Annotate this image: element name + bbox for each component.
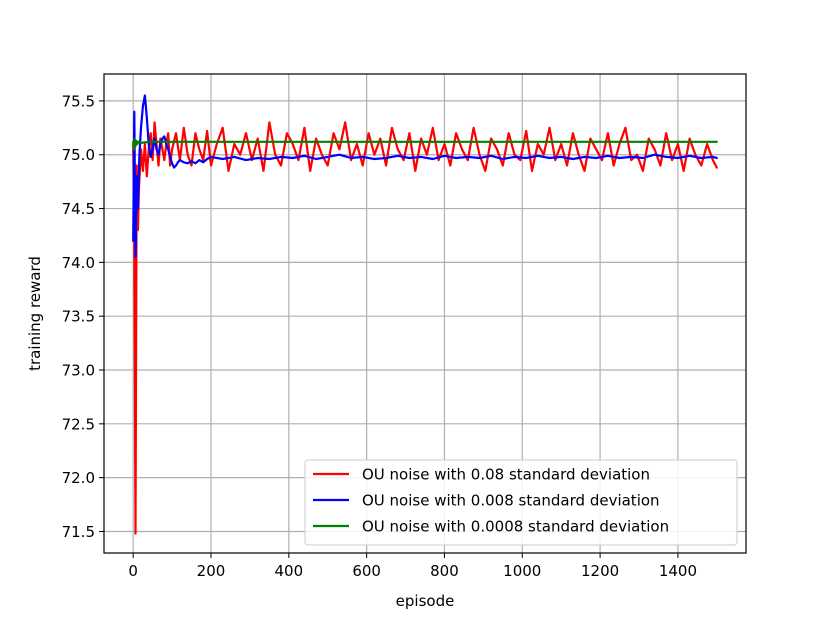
y-tick-label: 74.5 [62, 200, 95, 218]
y-tick-label: 73.0 [62, 362, 95, 380]
legend: OU noise with 0.08 standard deviation OU … [304, 459, 738, 546]
y-tick-label: 72.5 [62, 415, 95, 433]
legend-box [304, 459, 738, 546]
x-tick-label: 0 [128, 562, 138, 580]
x-axis-label: episode [396, 592, 455, 610]
series-line-1 [132, 94, 718, 259]
y-tick-label: 75.0 [62, 146, 95, 164]
series-layer [132, 94, 718, 535]
x-tick-label: 800 [430, 562, 459, 580]
x-tick-label: 1200 [581, 562, 619, 580]
legend-label-2: OU noise with 0.0008 standard deviation [362, 518, 669, 536]
y-tick-label: 73.5 [62, 308, 95, 326]
legend-label-0: OU noise with 0.08 standard deviation [362, 466, 650, 484]
series-line-2 [132, 137, 718, 151]
y-axis-label: training reward [26, 256, 44, 371]
x-tick-label: 1000 [503, 562, 541, 580]
plot-frame [103, 73, 747, 554]
ticks: 0 200 400 600 800 1000 1200 1400 71.5 72.0 72.5 73.… [62, 92, 697, 580]
y-tick-label: 71.5 [62, 523, 95, 541]
x-tick-label: 600 [352, 562, 381, 580]
legend-label-1: OU noise with 0.008 standard deviation [362, 492, 660, 510]
x-tick-label: 1400 [659, 562, 697, 580]
y-tick-label: 74.0 [62, 254, 95, 272]
y-tick-label: 72.0 [62, 469, 95, 487]
x-tick-label: 200 [197, 562, 226, 580]
x-tick-label: 400 [274, 562, 303, 580]
y-tick-label: 75.5 [62, 92, 95, 110]
